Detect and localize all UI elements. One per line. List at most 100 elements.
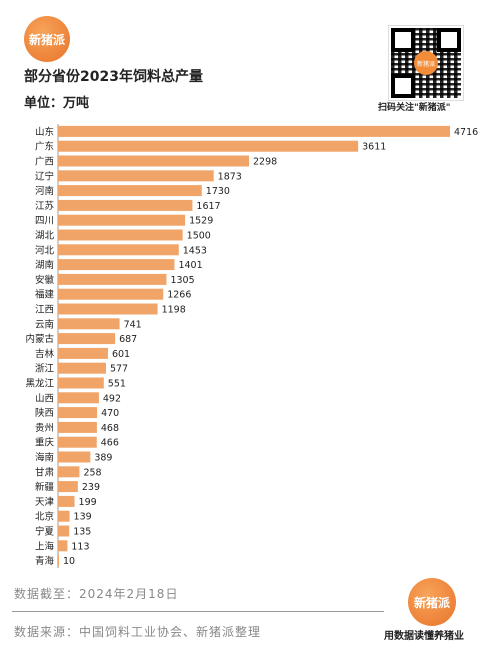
bar-青海: [58, 555, 59, 567]
data-label: 113: [71, 541, 89, 552]
unit-label: 单位：万吨: [24, 96, 90, 111]
bar-内蒙古: [58, 333, 116, 345]
data-label: 2298: [253, 157, 277, 168]
data-source: 数据来源：中国饲料工业协会、新猪派整理: [14, 625, 262, 639]
category-label: 天津: [35, 497, 55, 508]
brand-slogan: 用数据读懂养猪业: [384, 631, 464, 642]
data-date: 数据截至：2024年2月18日: [14, 587, 179, 601]
chart-title: 部分省份2023年饲料总产量: [24, 69, 203, 85]
category-label: 河北: [35, 244, 55, 256]
data-label: 466: [101, 438, 119, 449]
bar-海南: [58, 451, 91, 463]
bar-湖南: [58, 259, 175, 271]
qr-center-logo: 新猪派: [414, 51, 438, 75]
category-label: 北京: [35, 511, 54, 523]
category-label: 湖南: [35, 259, 54, 271]
data-label: 551: [108, 379, 126, 390]
bar-黑龙江: [58, 377, 104, 389]
category-label: 宁夏: [35, 526, 55, 538]
bar-福建: [58, 288, 164, 300]
bar-浙江: [58, 362, 106, 374]
category-label: 新疆: [35, 481, 55, 493]
category-label: 陕西: [35, 407, 54, 419]
category-label: 云南: [35, 318, 54, 330]
bar-陕西: [58, 407, 98, 419]
data-label: 1873: [218, 171, 242, 182]
bar-chart: 山东 4716 广东 3611 广西 2298 辽宁 1873 河南 1730 江苏 1617 四川 15…: [25, 124, 478, 568]
category-label: 上海: [35, 540, 55, 552]
data-label: 741: [124, 319, 142, 330]
bar-河北: [58, 244, 179, 256]
category-label: 广东: [35, 141, 54, 153]
data-label: 470: [101, 408, 119, 419]
bar-广东: [58, 140, 359, 152]
brand-logo: 新猪派: [24, 16, 70, 62]
bar-云南: [58, 318, 120, 330]
brand-logo-text: 新猪派: [28, 32, 65, 47]
category-label: 福建: [35, 289, 55, 301]
qr-corner-marker: [437, 28, 461, 52]
data-label: 1617: [196, 201, 220, 212]
bar-山西: [58, 392, 99, 404]
category-label: 辽宁: [35, 170, 54, 182]
brand-logo-bottom: 新猪派: [408, 578, 456, 626]
data-label: 601: [112, 349, 130, 360]
category-label: 青海: [35, 555, 55, 567]
data-label: 1401: [178, 260, 202, 271]
data-label: 577: [110, 364, 128, 375]
brand-logo-text: 新猪派: [413, 595, 450, 610]
bar-湖北: [58, 229, 183, 241]
bar-辽宁: [58, 170, 214, 182]
bar-四川: [58, 214, 186, 226]
category-label: 安徽: [35, 274, 55, 286]
bar-江西: [58, 303, 158, 315]
data-label: 239: [82, 482, 100, 493]
category-label: 重庆: [35, 437, 55, 449]
data-label: 1266: [167, 290, 191, 301]
bar-贵州: [58, 421, 97, 433]
category-label: 海南: [35, 452, 54, 464]
category-label: 贵州: [35, 422, 54, 434]
data-label: 1529: [189, 216, 213, 227]
qr-caption: 扫码关注"新猪派": [378, 103, 451, 113]
data-label: 258: [83, 467, 101, 478]
qr-corner-marker: [391, 28, 415, 52]
data-label: 389: [94, 453, 112, 464]
data-label: 3611: [362, 142, 386, 153]
bar-重庆: [58, 436, 97, 448]
bar-宁夏: [58, 525, 70, 537]
bar-广西: [58, 155, 250, 167]
bar-安徽: [58, 273, 167, 285]
category-label: 广西: [35, 156, 54, 168]
bar-上海: [58, 540, 68, 552]
bar-吉林: [58, 347, 108, 359]
category-label: 江西: [35, 305, 54, 316]
footer-divider: [12, 611, 384, 612]
data-label: 687: [119, 334, 137, 345]
category-label: 山东: [35, 126, 54, 138]
category-label: 黑龙江: [25, 378, 54, 390]
bar-山东: [58, 125, 450, 137]
bar-北京: [58, 510, 70, 522]
category-label: 内蒙古: [25, 333, 54, 345]
category-label: 湖北: [35, 231, 55, 242]
category-label: 四川: [35, 216, 54, 227]
data-label: 135: [73, 527, 91, 538]
data-label: 1730: [206, 186, 230, 197]
data-label: 4716: [454, 127, 478, 138]
data-label: 1500: [187, 231, 211, 242]
qr-code[interactable]: 新猪派: [388, 25, 464, 101]
category-label: 江苏: [35, 200, 55, 212]
data-label: 10: [63, 556, 75, 567]
bar-河南: [58, 185, 202, 197]
data-label: 139: [74, 512, 92, 523]
bar-江苏: [58, 199, 193, 211]
bar-甘肃: [58, 466, 80, 478]
data-label: 492: [103, 393, 121, 404]
qr-corner-marker: [391, 74, 415, 98]
category-label: 山西: [35, 393, 54, 404]
category-label: 浙江: [35, 363, 55, 375]
data-label: 1305: [170, 275, 194, 286]
data-label: 1198: [162, 305, 186, 316]
category-label: 吉林: [35, 348, 55, 360]
